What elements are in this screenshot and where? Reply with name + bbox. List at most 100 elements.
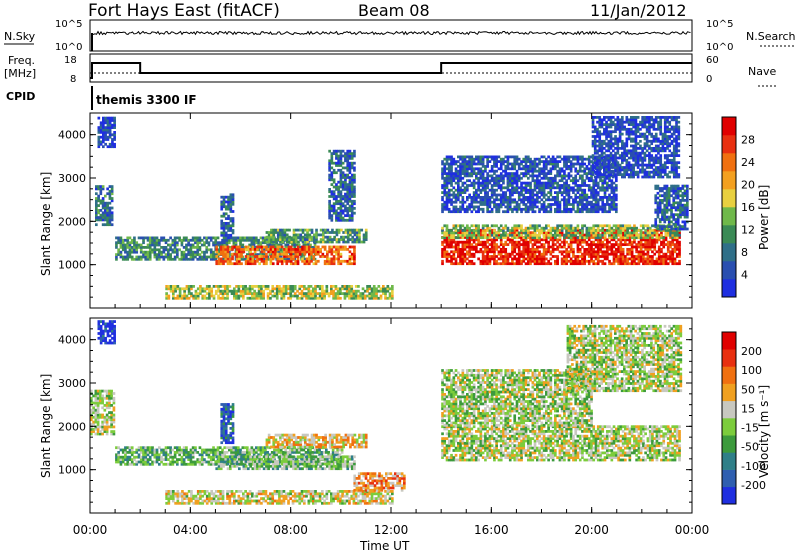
power-cell — [642, 262, 645, 266]
power-cell — [275, 296, 279, 300]
power-cell — [192, 285, 195, 288]
power-cell — [567, 200, 571, 204]
power-cell — [610, 250, 614, 254]
power-cell — [445, 160, 449, 163]
power-cell — [447, 200, 451, 204]
power-cell — [264, 241, 267, 245]
power-cell — [594, 238, 598, 242]
power-cell — [596, 238, 600, 242]
power-cell — [565, 174, 568, 178]
power-cell — [599, 205, 602, 209]
power-cell — [606, 203, 609, 206]
power-cell — [587, 179, 591, 183]
power-cell — [354, 289, 358, 293]
power-cell — [463, 169, 467, 173]
power-cell — [533, 233, 537, 237]
power-cell — [522, 174, 526, 178]
power-cell — [139, 248, 143, 252]
power-cell — [626, 248, 629, 251]
power-cell — [108, 135, 112, 139]
power-cell — [133, 236, 136, 240]
power-cell — [596, 186, 600, 190]
power-cell — [610, 233, 614, 237]
power-cell — [459, 167, 462, 171]
power-cell — [499, 160, 503, 163]
power-cell — [563, 157, 566, 161]
power-cell — [153, 253, 157, 256]
power-cell — [240, 250, 243, 254]
power-cell — [540, 207, 544, 211]
power-cell — [610, 238, 614, 242]
power-cell — [280, 252, 284, 256]
power-cell — [592, 186, 596, 190]
power-cell — [232, 236, 236, 240]
power-cell — [461, 248, 465, 251]
power-cell — [178, 257, 181, 261]
power-cell — [520, 231, 523, 235]
power-cell — [180, 257, 184, 261]
power-cell — [653, 233, 657, 237]
power-cell — [592, 191, 596, 194]
power-cell — [596, 139, 599, 143]
power-cell — [488, 226, 492, 230]
power-cell — [601, 231, 605, 235]
power-cell — [174, 296, 177, 300]
power-cell — [504, 198, 508, 202]
power-cell — [529, 191, 532, 194]
power-cell — [520, 224, 523, 228]
power-cell — [224, 248, 228, 251]
power-cell — [587, 255, 591, 258]
power-cell — [603, 224, 607, 228]
power-cell — [241, 243, 245, 247]
power-cell — [565, 193, 568, 197]
power-cell — [216, 243, 220, 247]
power-cell — [255, 236, 258, 240]
power-cell — [600, 139, 604, 143]
power-cell — [95, 192, 98, 196]
power-cell — [527, 243, 530, 246]
power-cell — [605, 149, 608, 153]
power-cell — [513, 228, 517, 232]
power-cell — [238, 255, 241, 258]
power-cell — [463, 240, 467, 244]
power-cell — [576, 184, 580, 187]
power-cell — [574, 259, 578, 263]
power-cell — [468, 240, 471, 244]
power-cell — [596, 163, 599, 167]
power-cell — [598, 137, 602, 141]
power-cell — [538, 240, 541, 244]
power-cell — [549, 203, 553, 206]
power-cell — [615, 198, 618, 202]
power-cell — [450, 231, 453, 235]
power-cell — [319, 238, 323, 241]
power-cell — [549, 226, 553, 230]
power-cell — [255, 241, 258, 245]
power-cell — [574, 184, 578, 187]
power-cell — [388, 296, 392, 300]
power-cell — [468, 160, 471, 163]
power-cell — [520, 167, 523, 171]
power-cell — [355, 235, 359, 239]
power-cell — [258, 245, 261, 249]
power-cell — [323, 262, 327, 266]
power-cell — [108, 216, 112, 219]
power-cell — [99, 142, 103, 146]
power-cell — [238, 257, 241, 261]
power-cell — [345, 292, 349, 295]
power-cell — [270, 228, 273, 232]
power-cell — [593, 161, 597, 165]
power-cell — [205, 236, 209, 240]
power-cell — [657, 245, 661, 249]
power-cell — [99, 201, 103, 205]
power-cell — [569, 210, 573, 214]
power-cell — [655, 257, 659, 261]
power-cell — [271, 250, 275, 254]
power-cell — [598, 166, 602, 169]
power-cell — [217, 252, 221, 256]
power-cell — [169, 236, 172, 240]
power-cell — [664, 252, 668, 256]
power-cell — [567, 188, 571, 192]
power-cell — [97, 187, 100, 191]
power-cell — [499, 157, 503, 161]
power-cell — [155, 241, 159, 245]
